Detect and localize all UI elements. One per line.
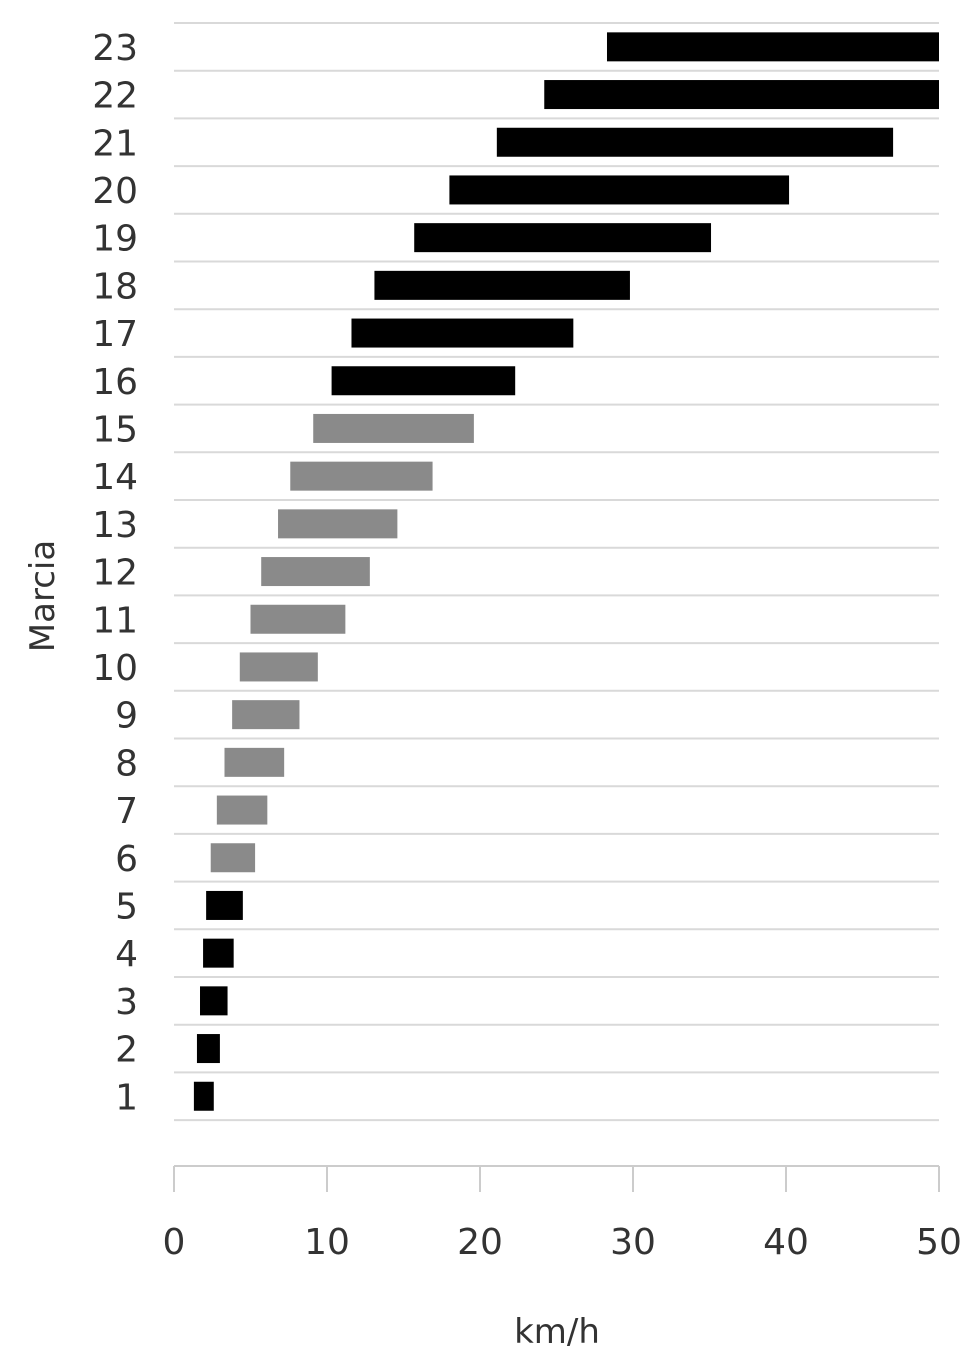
bar-16 (331, 366, 516, 396)
bar-14 (290, 461, 433, 491)
y-tick-label: 18 (92, 266, 138, 307)
y-tick-label: 12 (92, 553, 138, 594)
bar-8 (224, 747, 285, 777)
y-tick-label: 16 (92, 362, 138, 403)
bar-22 (544, 80, 939, 110)
y-tick-label: 19 (92, 219, 138, 260)
bars (193, 32, 939, 1111)
y-tick-label: 14 (92, 457, 138, 498)
bar-18 (374, 270, 630, 300)
y-tick-label: 20 (92, 171, 138, 212)
x-tick-label: 10 (304, 1222, 350, 1263)
y-tick-label: 17 (92, 314, 138, 355)
y-tick-label: 15 (92, 409, 138, 450)
y-tick-label: 13 (92, 505, 138, 546)
y-tick-label: 6 (115, 839, 138, 880)
bar-9 (232, 700, 300, 730)
y-tick-label: 21 (92, 123, 138, 164)
bar-2 (196, 1034, 220, 1064)
bar-17 (351, 318, 574, 348)
bar-21 (496, 127, 894, 157)
x-tick-label: 50 (916, 1222, 962, 1263)
x-tick-label: 30 (610, 1222, 656, 1263)
bar-13 (278, 509, 398, 539)
bar-15 (313, 413, 474, 443)
y-tick-label: 8 (115, 743, 138, 784)
bar-5 (206, 890, 243, 920)
x-axis-title: km/h (514, 1312, 600, 1349)
bar-11 (250, 604, 346, 634)
y-tick-label: 10 (92, 648, 138, 689)
x-axis: 0 10 20 30 40 50 (163, 1165, 962, 1263)
y-tick-label: 3 (115, 982, 138, 1023)
bar-10 (239, 652, 318, 682)
y-tick-label: 23 (92, 28, 138, 69)
bar-3 (200, 986, 228, 1016)
y-axis-title: Marcia (23, 540, 63, 652)
bar-12 (261, 557, 370, 587)
y-tick-label: 4 (115, 934, 138, 975)
y-tick-label: 2 (115, 1030, 138, 1071)
y-tick-label: 1 (115, 1077, 138, 1118)
bar-6 (210, 843, 256, 873)
y-tick-label: 22 (92, 76, 138, 117)
bar-1 (193, 1081, 214, 1111)
x-tick-label: 0 (163, 1222, 186, 1263)
y-tick-label: 9 (115, 696, 138, 737)
gridlines (174, 22, 939, 1122)
bar-23 (606, 32, 939, 62)
y-tick-label: 7 (115, 791, 138, 832)
x-tick-label: 40 (763, 1222, 809, 1263)
bar-19 (414, 223, 712, 253)
y-tick-label: 5 (115, 886, 138, 927)
x-tick-label: 20 (457, 1222, 503, 1263)
bar-7 (216, 795, 268, 825)
bar-20 (449, 175, 790, 205)
bar-4 (203, 938, 234, 968)
y-tick-label: 11 (92, 600, 138, 641)
